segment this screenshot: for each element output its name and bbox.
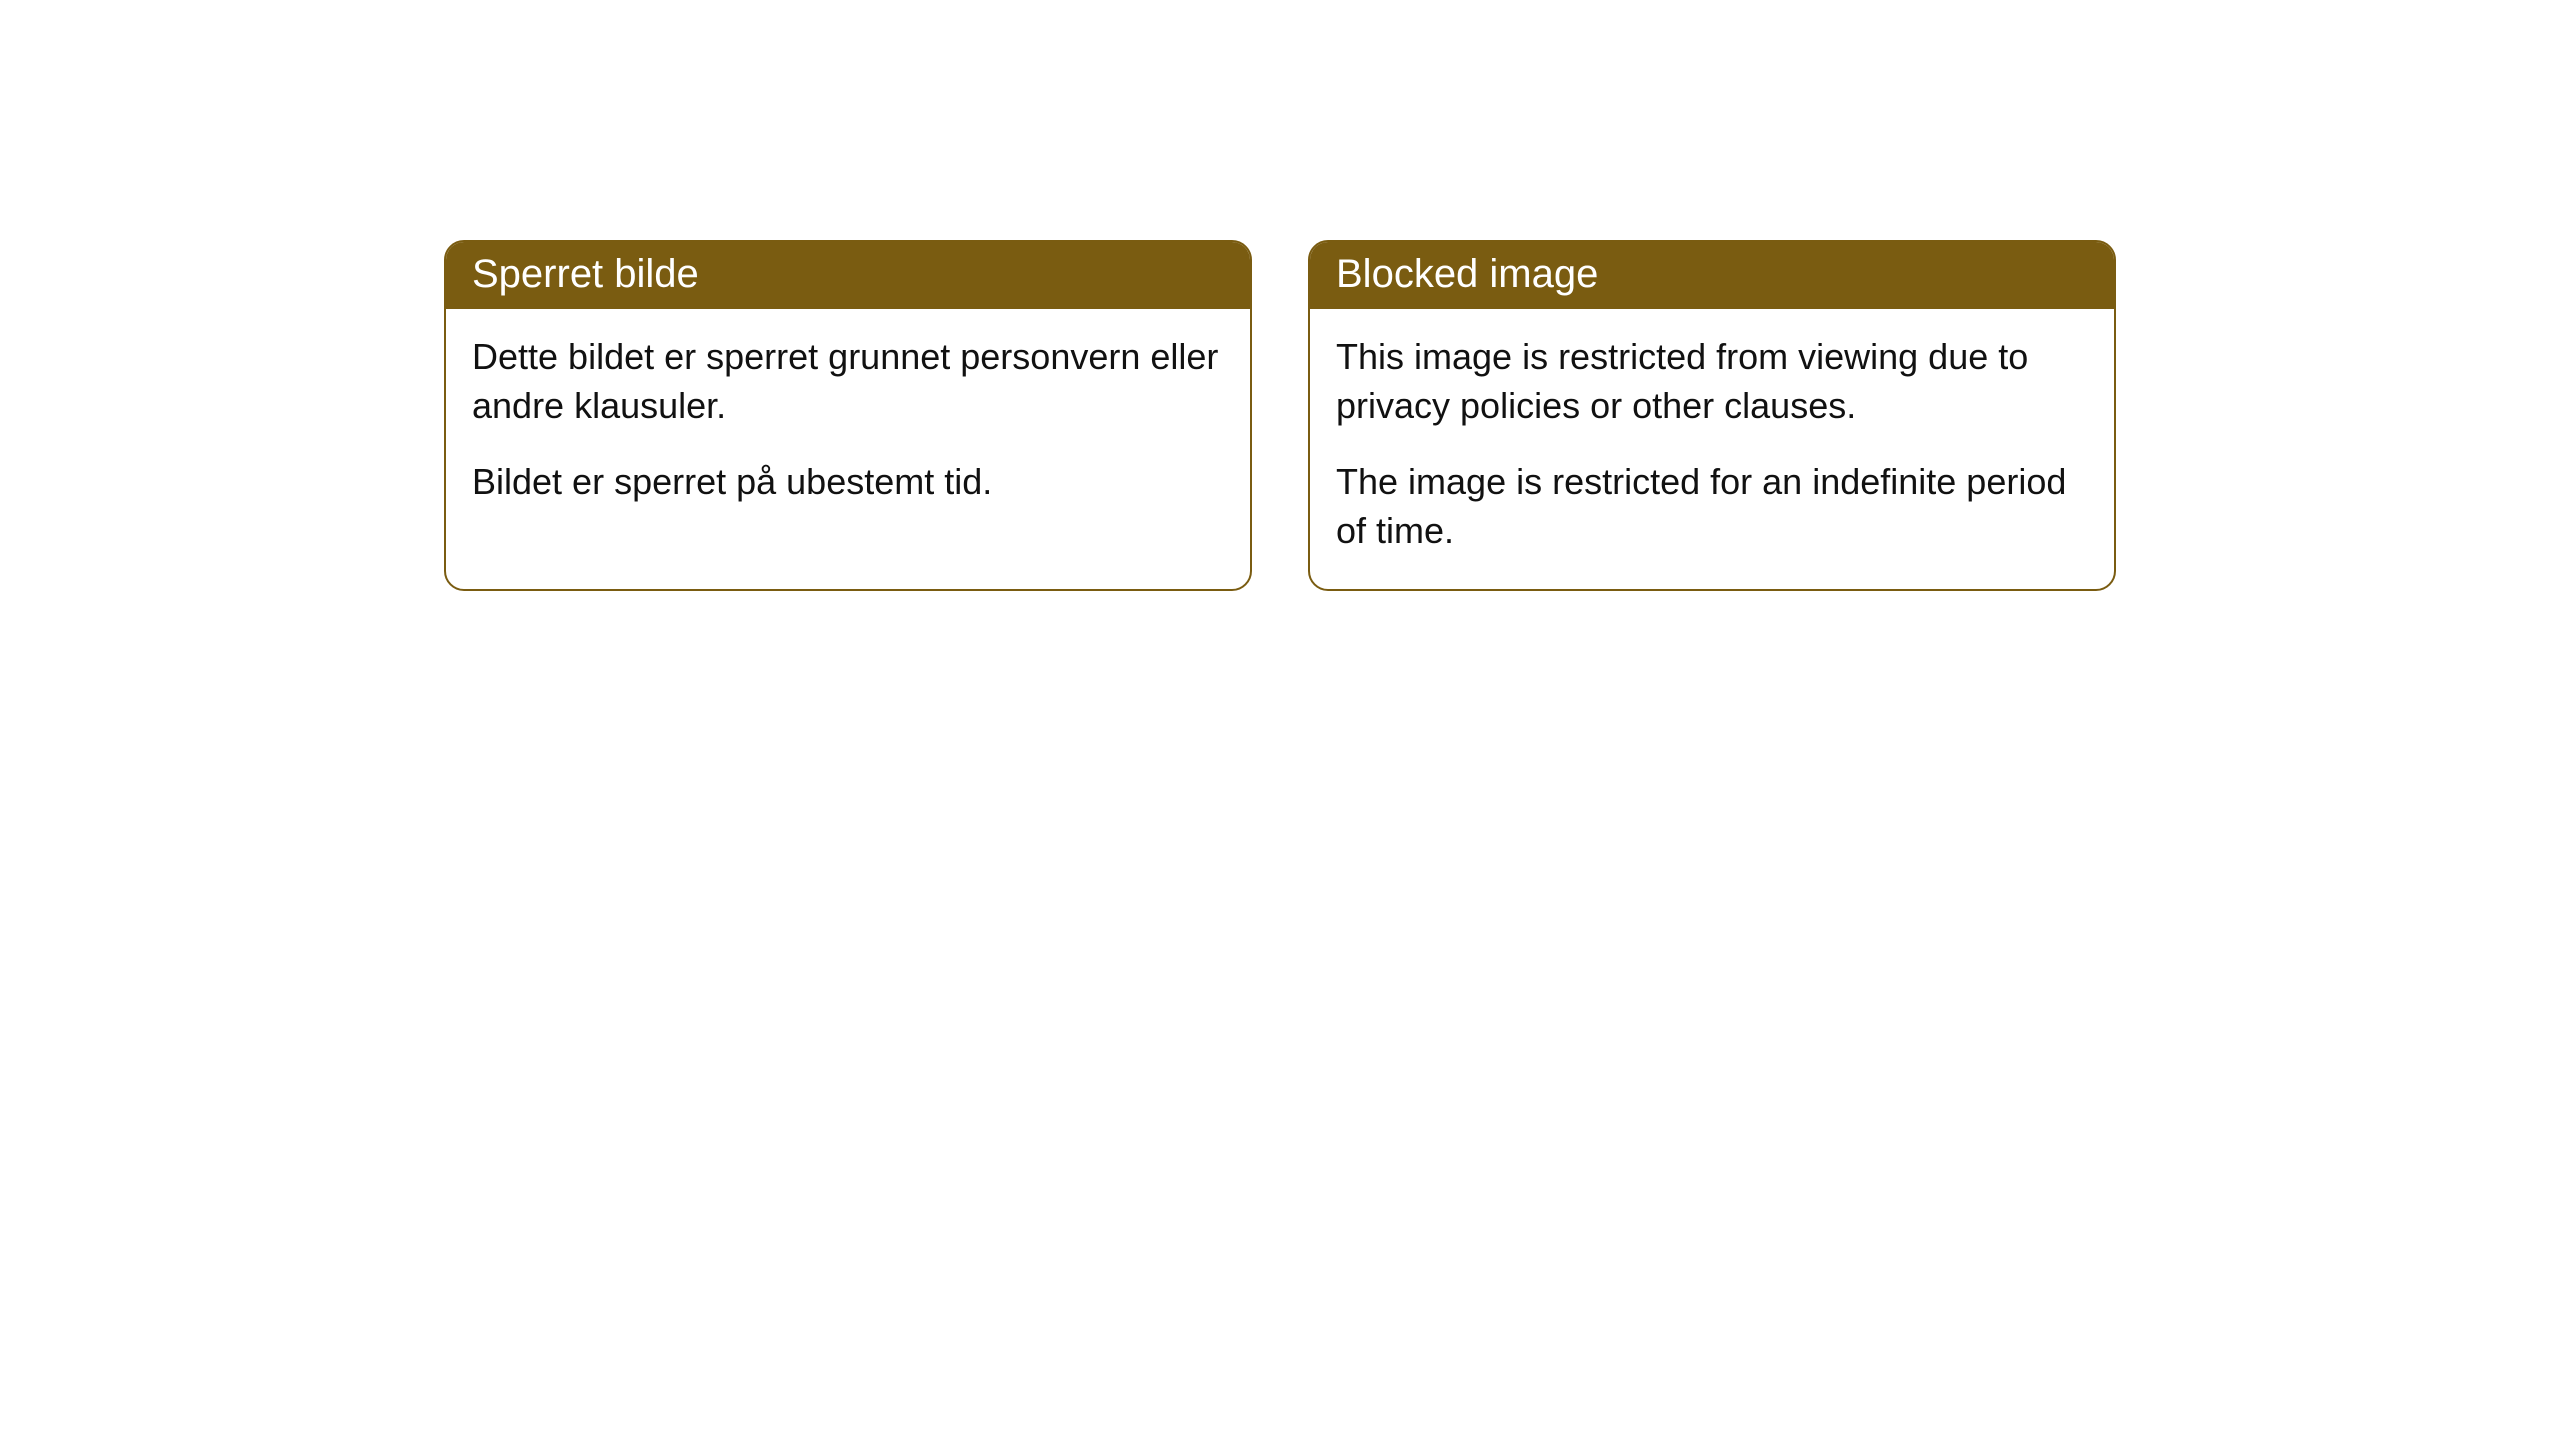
card-title-english: Blocked image	[1310, 242, 2114, 309]
card-paragraph: This image is restricted from viewing du…	[1336, 333, 2088, 430]
notice-card-norwegian: Sperret bilde Dette bildet er sperret gr…	[444, 240, 1252, 591]
card-paragraph: The image is restricted for an indefinit…	[1336, 458, 2088, 555]
card-title-norwegian: Sperret bilde	[446, 242, 1250, 309]
card-body-norwegian: Dette bildet er sperret grunnet personve…	[446, 309, 1250, 541]
card-body-english: This image is restricted from viewing du…	[1310, 309, 2114, 589]
card-paragraph: Dette bildet er sperret grunnet personve…	[472, 333, 1224, 430]
notice-card-english: Blocked image This image is restricted f…	[1308, 240, 2116, 591]
blocked-image-notices: Sperret bilde Dette bildet er sperret gr…	[0, 240, 2560, 591]
card-paragraph: Bildet er sperret på ubestemt tid.	[472, 458, 1224, 507]
